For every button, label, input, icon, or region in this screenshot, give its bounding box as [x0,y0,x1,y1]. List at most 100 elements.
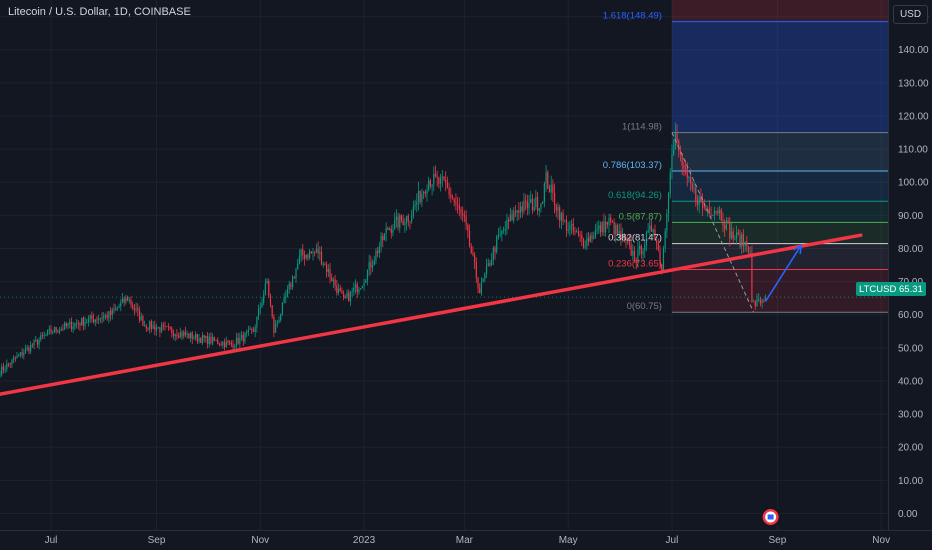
candle-body [189,332,192,338]
candle-body [155,327,158,331]
price-tick-label: 110.00 [898,145,928,156]
candle-body [734,238,736,240]
candle-body [710,214,712,216]
candle-body [574,231,576,233]
fib-trend-dashed [671,132,755,313]
candle-body [429,180,431,187]
candle-body [707,208,709,211]
candle-body [579,234,581,236]
candle-body [317,248,319,254]
candle-body [55,327,57,332]
candle-body [0,374,1,376]
candle-body [86,321,88,323]
projection-arrowhead [799,245,803,255]
candle-body [264,283,266,296]
candle-body [50,328,52,333]
candle-body [247,329,249,333]
candle-body [666,213,668,232]
candle-body [327,268,329,272]
drawings[interactable] [0,132,888,396]
candle-body [91,315,93,320]
candle-body [470,245,472,254]
candle-body [45,334,47,336]
candle-body [637,249,639,264]
candle-body [494,247,496,253]
candle-body [508,219,510,222]
candle-body [149,321,151,330]
candle-body [169,326,171,329]
candle-body [581,235,583,239]
price-tick-label: 40.00 [898,376,923,387]
candle-body [174,334,176,337]
candle-body [678,141,680,152]
candle-body [2,366,5,370]
candle-body [387,228,389,231]
candle-body [552,184,554,193]
time-tick-label: 2023 [353,535,376,546]
candle-body [246,332,248,333]
candle-body [557,207,559,211]
candle-body [138,310,141,321]
candle-body [274,324,277,333]
candle-body [613,222,615,235]
candle-body [487,263,489,267]
candle-body [312,251,314,253]
candle-body [640,245,642,255]
candle-body [400,215,403,221]
candle-body [414,204,416,207]
candle-body [332,279,335,282]
candle-body [164,325,166,327]
candle-body [35,340,37,341]
candle-body [1,366,3,375]
candle-body [535,196,537,207]
candle-body [628,241,631,245]
candle-body [252,329,255,332]
candle-body [351,291,353,293]
candle-body [314,251,316,253]
candle-body [587,237,590,242]
candle-body [84,322,86,326]
candle-body [712,215,714,216]
candle-body [371,264,374,268]
candle-body [52,332,54,334]
candle-body [460,209,462,214]
candle-body [650,225,653,232]
candle-body [43,335,45,336]
candle-body [475,262,477,278]
price-tick-label: 100.00 [898,178,929,189]
candle-body [448,187,450,195]
candle-body [701,201,704,208]
candle-body [16,355,18,359]
candle-body [4,369,6,370]
candle-body [598,225,600,230]
candle-body [538,208,540,211]
price-axis[interactable]: 150.00140.00130.00120.00110.00100.0090.0… [898,12,929,520]
candle-body [409,221,411,223]
time-axis[interactable]: Jul Sep Nov 2023 Mar May Jul Sep Nov [45,507,890,546]
candle-body [703,207,705,209]
candle-body [298,256,301,264]
candle-body [128,299,130,301]
candle-body [244,332,246,342]
price-tick-label: 10.00 [898,476,923,487]
price-tick-label: 30.00 [898,410,923,421]
candle-body [758,298,760,300]
candle-body [309,251,311,259]
currency-button[interactable]: USD [893,5,928,24]
candle-body [591,235,593,239]
candle-body [402,220,404,225]
candle-body [123,298,125,303]
candle-body [322,264,324,266]
candle-body [94,319,96,323]
fib-zone [671,21,888,133]
candle-body [732,231,734,239]
candle-body [625,238,627,242]
candle-body [26,347,28,349]
candle-body [443,176,445,180]
candle-body [206,335,209,345]
candle-body [257,308,260,317]
candle-body [686,168,688,178]
candle-body [125,297,127,303]
candle-body [183,332,185,337]
